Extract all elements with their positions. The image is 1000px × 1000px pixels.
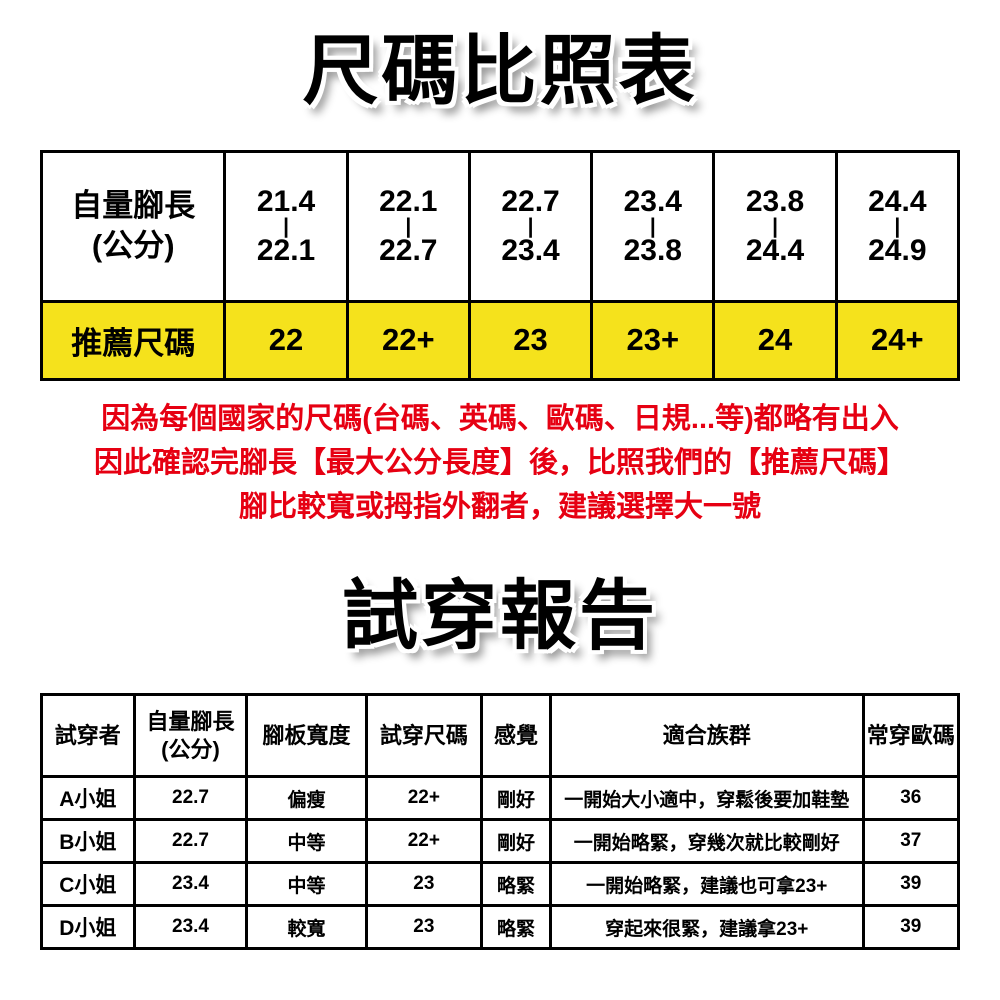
eu-size-value: 36 [861,775,961,822]
range-min: 24.4 [868,185,927,219]
suitable-text: 一開始略緊，穿幾次就比較剛好 [548,818,865,865]
tester-name: B小姐 [40,818,136,865]
size-range-cell: 21.4 | 22.1 [223,149,349,303]
recommended-size-row: 推薦尺碼 22 22+ 23 23+ 24 24+ [39,299,961,381]
recommended-size-cell: 22 [223,299,349,381]
size-range-cell: 24.4 | 24.9 [834,149,961,303]
header-foot-length-line2: (公分) [161,736,220,762]
foot-length-value: 22.7 [132,818,249,865]
fit-table-row-b: B小姐 22.7 中等 22+ 剛好 一開始略緊，穿幾次就比較剛好 37 [40,818,961,865]
range-max: 24.4 [745,233,805,267]
feeling-value: 略緊 [480,904,552,951]
range-min: 23.8 [745,185,805,219]
fit-report-table: 試穿者 自量腳長 (公分) 腳板寬度 試穿尺碼 感覺 適合族群 常穿歐碼 A小姐… [40,693,961,951]
recommended-size-row-header: 推薦尺碼 [39,299,227,381]
range-min: 22.1 [379,185,438,219]
range-separator: | [405,214,412,238]
foot-width-value: 偏瘦 [245,775,368,822]
size-range-cell: 22.1 | 22.7 [345,149,471,303]
size-note-line1: 因為每個國家的尺碼(台碼、英碼、歐碼、日規...等)都略有出入 [101,402,899,435]
range-separator: | [649,214,656,238]
range-max: 22.7 [379,233,438,267]
eu-size-value: 37 [861,818,961,865]
foot-length-row-header: 自量腳長 (公分) [39,149,227,303]
tried-size-value: 22+ [364,818,484,865]
suitable-text: 一開始略緊，建議也可拿23+ [548,861,865,908]
foot-length-label-line1: 自量腳長 [71,187,196,223]
range-separator: | [283,214,289,238]
recommended-size-cell: 24+ [834,299,961,381]
size-note-line2: 因此確認完腳長【最大公分長度】後，比照我們的【推薦尺碼】 [93,446,906,479]
tried-size-value: 22+ [364,775,484,822]
size-range-cell: 23.8 | 24.4 [712,149,838,303]
range-min: 23.4 [623,185,682,219]
header-foot-width: 腳板寬度 [245,693,368,779]
tried-size-value: 23 [364,904,484,951]
suitable-text: 穿起來很緊，建議拿23+ [548,904,865,951]
size-chart-title: 尺碼比照表 [302,29,698,114]
size-note: 因為每個國家的尺碼(台碼、英碼、歐碼、日規...等)都略有出入 因此確認完腳長【… [0,397,1000,529]
fit-report-title: 試穿報告 [342,573,658,659]
header-tried-size: 試穿尺碼 [364,693,484,779]
foot-length-value: 23.4 [132,904,249,951]
foot-length-value: 22.7 [132,775,249,822]
header-feeling: 感覺 [480,693,552,779]
tester-name: D小姐 [40,904,136,951]
header-foot-length-line1: 自量腳長 [146,709,235,735]
size-comparison-table: 自量腳長 (公分) 21.4 | 22.1 22.1 | 22.7 22.7 |… [39,149,961,381]
range-max: 23.8 [623,233,682,267]
range-separator: | [894,214,901,238]
feeling-value: 剛好 [480,818,552,865]
feeling-value: 剛好 [480,775,552,822]
foot-width-value: 較寬 [245,904,368,951]
header-foot-length: 自量腳長 (公分) [132,693,249,779]
recommended-size-cell: 22+ [345,299,471,381]
header-eu-size: 常穿歐碼 [861,693,961,779]
foot-length-value: 23.4 [132,861,249,908]
range-max: 23.4 [501,233,560,267]
tester-name: A小姐 [40,775,136,822]
header-suitable: 適合族群 [548,693,865,779]
recommended-size-cell: 23+ [590,299,716,381]
range-min: 21.4 [256,185,316,219]
range-min: 22.7 [501,185,560,219]
fit-table-row-a: A小姐 22.7 偏瘦 22+ 剛好 一開始大小適中，穿鬆後要加鞋墊 36 [40,775,961,822]
fit-table-header-row: 試穿者 自量腳長 (公分) 腳板寬度 試穿尺碼 感覺 適合族群 常穿歐碼 [40,693,961,779]
feeling-value: 略緊 [480,861,552,908]
range-separator: | [527,214,534,238]
eu-size-value: 39 [861,861,961,908]
fit-table-row-d: D小姐 23.4 較寬 23 略緊 穿起來很緊，建議拿23+ 39 [40,904,961,951]
tester-name: C小姐 [40,861,136,908]
header-tester: 試穿者 [40,693,136,779]
tried-size-value: 23 [364,861,484,908]
range-max: 24.9 [868,233,927,267]
size-range-cell: 23.4 | 23.8 [590,149,716,303]
foot-length-row: 自量腳長 (公分) 21.4 | 22.1 22.1 | 22.7 22.7 |… [39,149,961,303]
range-separator: | [772,214,778,238]
suitable-text: 一開始大小適中，穿鬆後要加鞋墊 [548,775,865,822]
size-note-line3: 腳比較寬或拇指外翻者，建議選擇大一號 [238,490,761,523]
foot-width-value: 中等 [245,818,368,865]
range-max: 22.1 [256,233,316,267]
eu-size-value: 39 [861,904,961,951]
size-range-cell: 22.7 | 23.4 [467,149,594,303]
foot-width-value: 中等 [245,861,368,908]
foot-length-label-line2: (公分) [91,228,175,264]
recommended-size-cell: 24 [712,299,838,381]
recommended-size-cell: 23 [467,299,594,381]
fit-table-row-c: C小姐 23.4 中等 23 略緊 一開始略緊，建議也可拿23+ 39 [40,861,961,908]
